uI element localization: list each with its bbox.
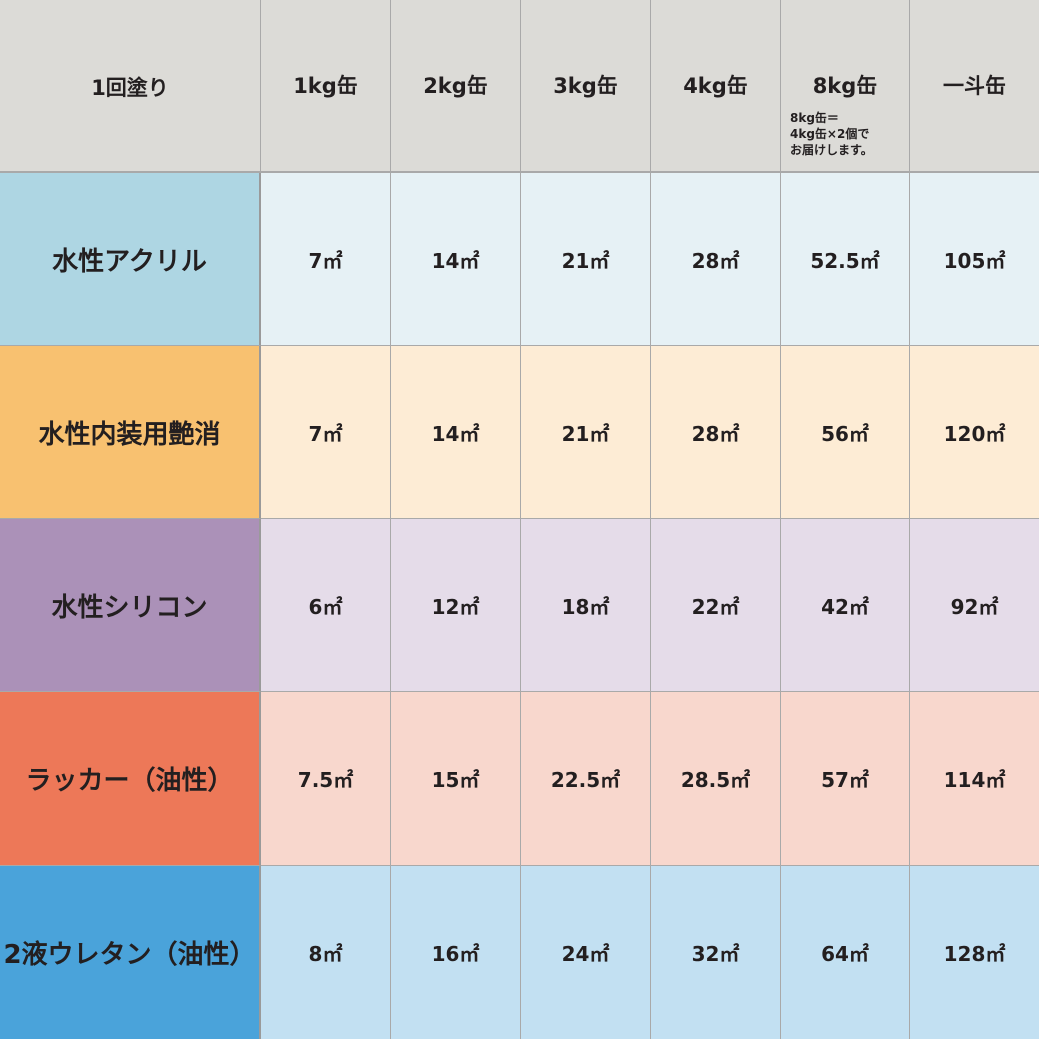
table-cell: 12㎡ [391,519,521,692]
table-cell: 42㎡ [781,519,910,692]
table-cell: 128㎡ [910,866,1039,1039]
row-label: 水性シリコン [0,519,261,692]
row-label: 2液ウレタン（油性） [0,866,261,1039]
table-cell: 28.5㎡ [651,692,781,866]
table-cell: 22㎡ [651,519,781,692]
header-note: 8kg缶＝ 4kg缶×2個で お届けします。 [790,110,873,158]
note-line: 4kg缶×2個で [790,127,870,141]
header-corner: 1回塗り [0,0,261,173]
table-cell: 18㎡ [521,519,651,692]
column-header: 4kg缶 [651,0,781,173]
table-cell: 57㎡ [781,692,910,866]
table-cell: 14㎡ [391,173,521,346]
table-cell: 114㎡ [910,692,1039,866]
column-header: 一斗缶 [910,0,1039,173]
table-cell: 7㎡ [261,173,391,346]
table-cell: 28㎡ [651,346,781,519]
row-label: 水性内装用艶消 [0,346,261,519]
table-cell: 22.5㎡ [521,692,651,866]
row-label: ラッカー（油性） [0,692,261,866]
note-line: お届けします。 [790,143,873,157]
table-cell: 21㎡ [521,173,651,346]
table-cell: 32㎡ [651,866,781,1039]
table-cell: 16㎡ [391,866,521,1039]
table-cell: 7.5㎡ [261,692,391,866]
note-line: 8kg缶＝ [790,111,839,125]
column-header: 2kg缶 [391,0,521,173]
table-cell: 15㎡ [391,692,521,866]
table-cell: 6㎡ [261,519,391,692]
table-cell: 8㎡ [261,866,391,1039]
column-header: 8kg缶 8kg缶＝ 4kg缶×2個で お届けします。 [781,0,910,173]
table-cell: 24㎡ [521,866,651,1039]
table-cell: 28㎡ [651,173,781,346]
table-cell: 105㎡ [910,173,1039,346]
table-cell: 56㎡ [781,346,910,519]
table-cell: 52.5㎡ [781,173,910,346]
column-header: 3kg缶 [521,0,651,173]
column-header-label: 8kg缶 [812,74,878,98]
table-cell: 120㎡ [910,346,1039,519]
table-cell: 21㎡ [521,346,651,519]
table-cell: 92㎡ [910,519,1039,692]
table-cell: 64㎡ [781,866,910,1039]
row-label: 水性アクリル [0,173,261,346]
table-cell: 14㎡ [391,346,521,519]
column-header: 1kg缶 [261,0,391,173]
table-cell: 7㎡ [261,346,391,519]
